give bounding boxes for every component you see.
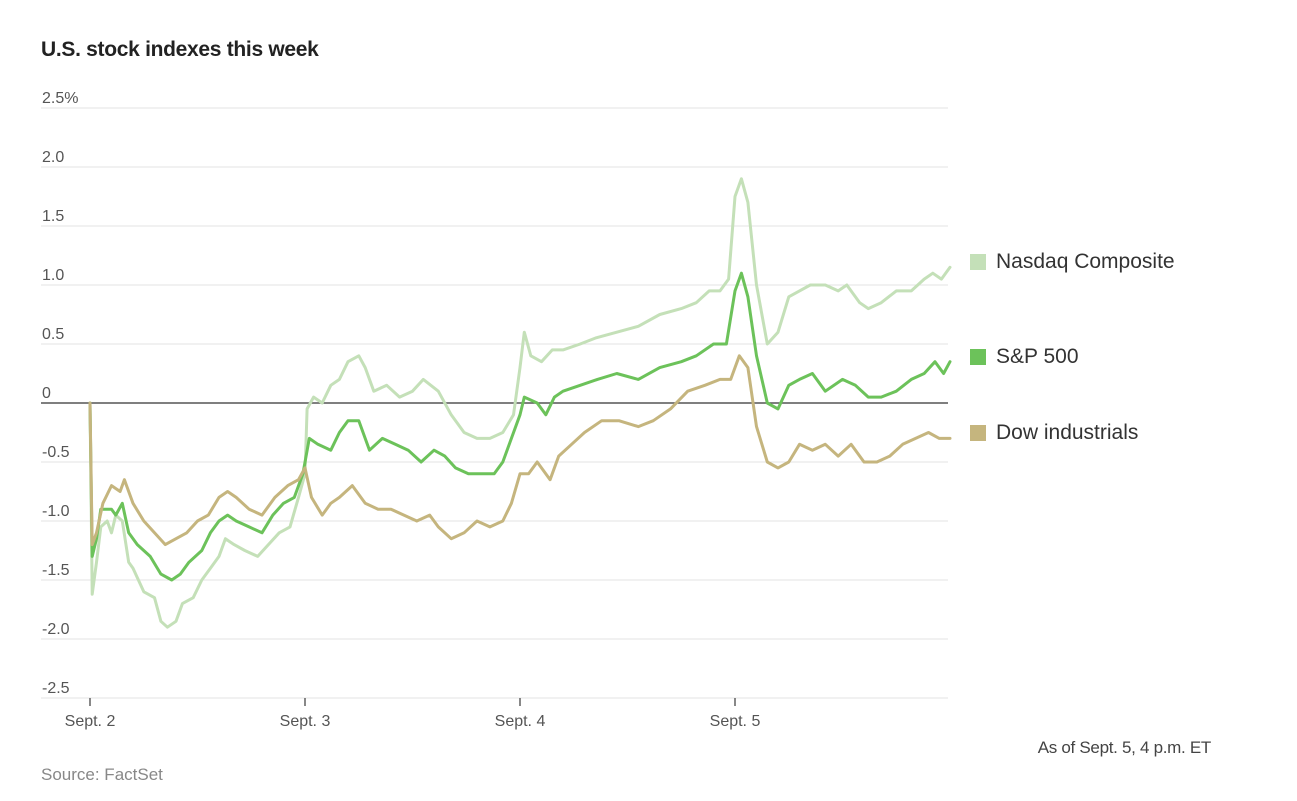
source-note: Source: FactSet — [41, 765, 163, 784]
series-lines — [88, 177, 952, 629]
legend-item: S&P 500 — [970, 345, 1079, 369]
y-tick-label: 0.5 — [42, 326, 64, 343]
series-line-dow-industrials — [88, 354, 952, 547]
x-tick-label: Sept. 2 — [65, 713, 116, 730]
series-line-nasdaq-composite — [88, 177, 952, 629]
y-axis-ticks: 2.5% 2.0 1.5 1.0 0.5 0 -0.5 -1.0 -1.5 -2.0 -2.5 — [42, 90, 78, 697]
legend-swatch — [970, 425, 986, 441]
y-tick-label: 2.5% — [42, 90, 78, 107]
legend-swatch — [970, 349, 986, 365]
legend-label: Dow industrials — [996, 421, 1139, 444]
y-tick-label: -2.5 — [42, 680, 70, 697]
y-tick-label: -1.5 — [42, 562, 70, 579]
y-tick-label: 1.5 — [42, 208, 64, 225]
legend-swatch — [970, 254, 986, 270]
legend-item: Nasdaq Composite — [970, 250, 1175, 274]
legend-label: S&P 500 — [996, 345, 1079, 368]
y-tick-label: -0.5 — [42, 444, 70, 461]
legend-item: Dow industrials — [970, 421, 1138, 445]
x-tick-label: Sept. 3 — [280, 713, 331, 730]
series-line-s-p-500 — [88, 271, 952, 582]
y-tick-label: -2.0 — [42, 621, 70, 638]
grid-lines — [41, 107, 948, 699]
y-tick-label: 0 — [42, 385, 51, 402]
y-tick-label: -1.0 — [42, 503, 70, 520]
x-tick-label: Sept. 5 — [710, 713, 761, 730]
x-axis-ticks: Sept. 2 Sept. 3 Sept. 4 Sept. 5 — [65, 698, 761, 730]
chart-title: U.S. stock indexes this week — [41, 38, 319, 61]
y-tick-label: 2.0 — [42, 149, 64, 166]
timestamp-note: As of Sept. 5, 4 p.m. ET — [1037, 738, 1212, 757]
legend-label: Nasdaq Composite — [996, 250, 1175, 273]
x-tick-label: Sept. 4 — [495, 713, 546, 730]
y-tick-label: 1.0 — [42, 267, 64, 284]
